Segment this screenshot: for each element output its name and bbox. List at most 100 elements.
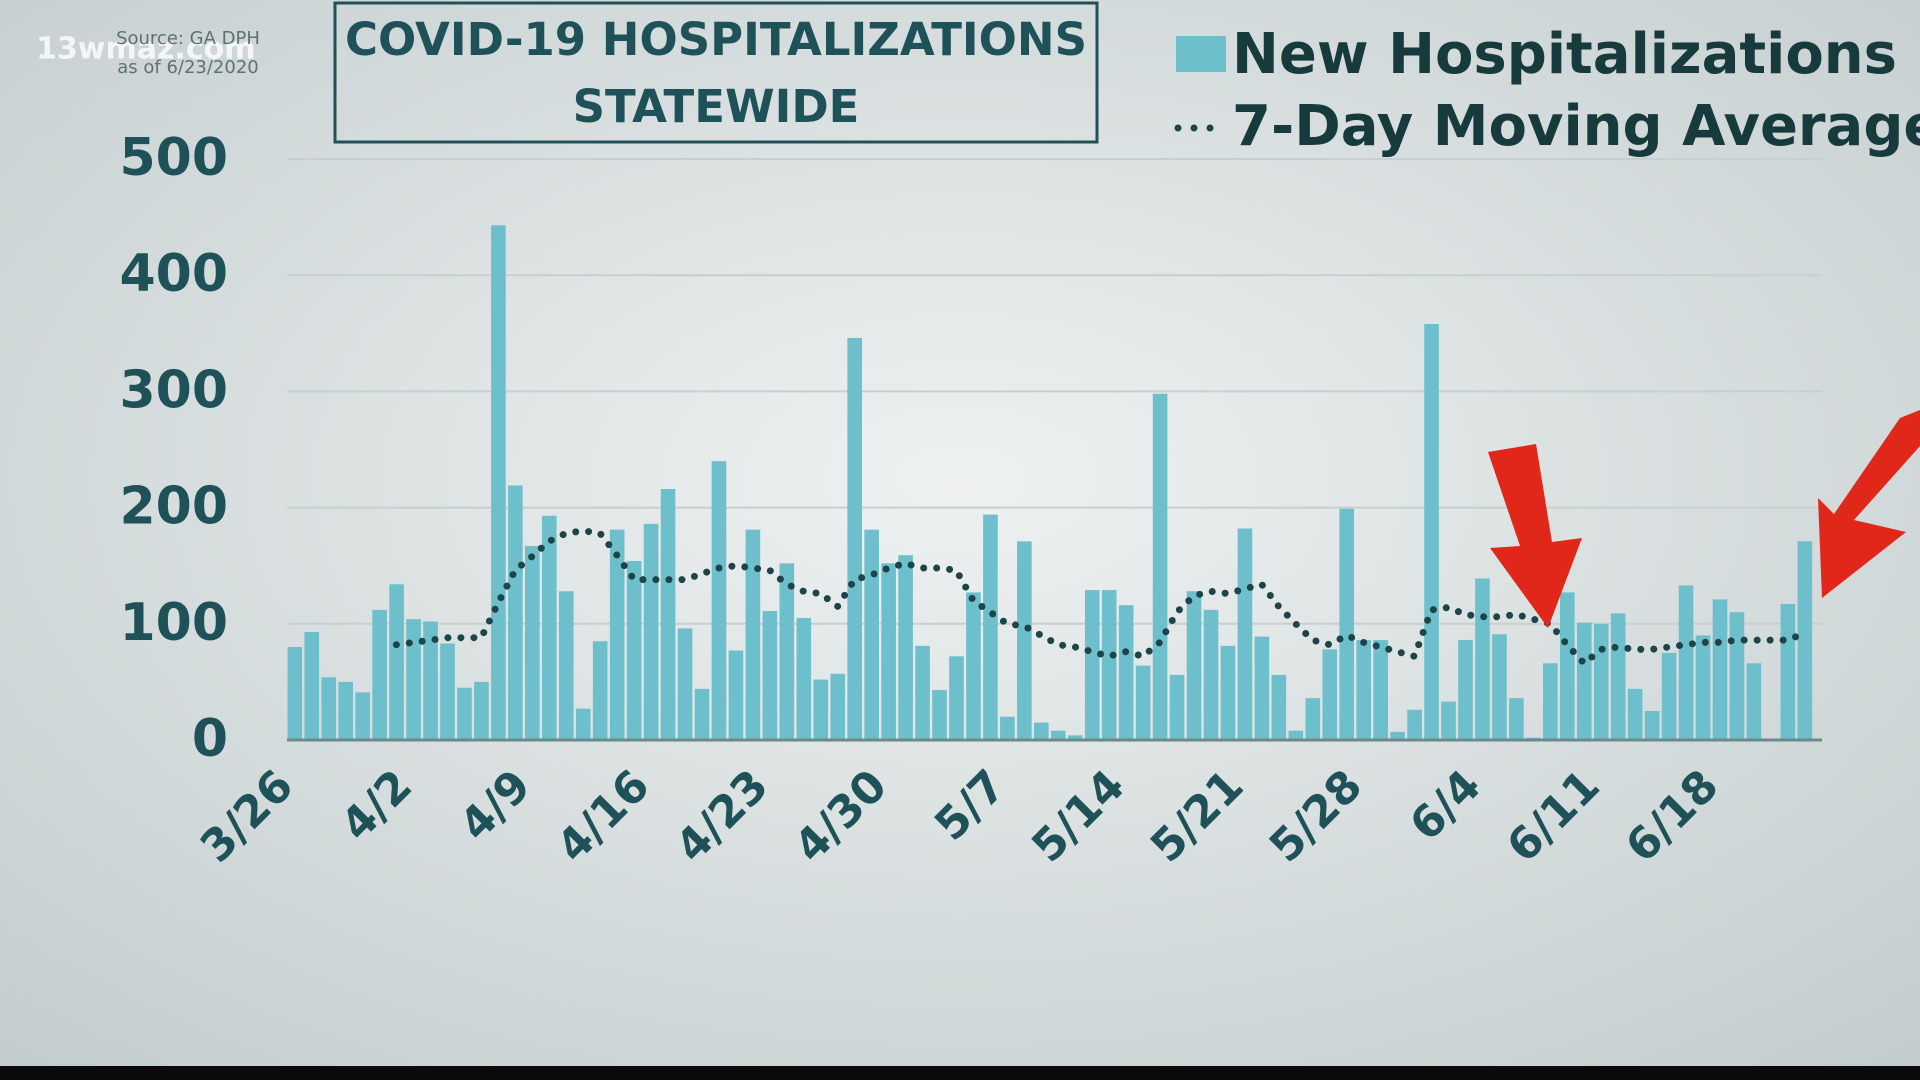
bar (677, 628, 693, 740)
bar (966, 592, 981, 740)
bar (508, 485, 523, 740)
bar (1356, 640, 1371, 740)
bar (1288, 730, 1304, 740)
y-tick-label: 0 (192, 709, 228, 769)
bar (643, 523, 659, 740)
bar (660, 489, 676, 740)
bar (745, 529, 761, 740)
bar (983, 514, 998, 740)
source: Source: GA DPH (116, 28, 260, 49)
bar (1017, 541, 1032, 740)
bar (1475, 578, 1490, 740)
bar (355, 692, 370, 740)
bar (1101, 590, 1117, 740)
bar (1576, 622, 1592, 740)
bar (1152, 393, 1168, 740)
bar (1441, 701, 1456, 740)
bar (1627, 688, 1643, 740)
bar (1135, 665, 1151, 740)
bar (1084, 590, 1100, 740)
bar (1051, 730, 1066, 740)
bar (1390, 731, 1405, 740)
bar (423, 621, 438, 740)
bar (1237, 528, 1253, 740)
bar (440, 643, 455, 740)
bar (728, 650, 744, 740)
source: as of 6/23/2020 (117, 57, 259, 78)
bar (1034, 722, 1049, 740)
bar (1695, 635, 1711, 740)
bottom-bar (0, 1066, 1920, 1080)
y-tick-label: 300 (119, 360, 228, 420)
bar (1492, 634, 1507, 740)
bar (304, 631, 320, 740)
bar (406, 619, 421, 740)
bar (1271, 674, 1287, 740)
arrow (1818, 410, 1920, 598)
bar (457, 687, 472, 740)
line (392, 527, 1809, 669)
bar (898, 555, 913, 740)
bar (1305, 698, 1321, 740)
bar (372, 609, 387, 740)
bar (1067, 735, 1083, 740)
bar (1593, 623, 1609, 740)
bar (1373, 640, 1388, 740)
bar (609, 529, 625, 740)
bar (1610, 613, 1626, 740)
bar (1661, 652, 1677, 740)
bar (847, 337, 862, 740)
bar (1424, 324, 1439, 740)
bar (881, 563, 896, 740)
y-tick-label: 200 (119, 477, 228, 537)
bar (1509, 698, 1524, 740)
bar (1644, 710, 1660, 740)
chart-title: STATEWIDE (573, 80, 860, 133)
bar (1000, 716, 1015, 740)
bar (1169, 674, 1185, 740)
bar (864, 529, 879, 740)
bar (321, 677, 337, 740)
bar (474, 681, 489, 740)
watermark: 13wmaz.com (36, 32, 255, 67)
bar (338, 681, 353, 740)
bar (932, 690, 947, 740)
legend-swatch (1176, 36, 1226, 72)
bar (711, 461, 727, 740)
bar (1186, 591, 1202, 740)
bar (389, 584, 404, 740)
bar (1712, 599, 1728, 740)
arrow (1488, 444, 1582, 628)
bar (1458, 640, 1473, 740)
bar (626, 561, 642, 740)
bar (592, 641, 608, 740)
legend-label: New Hospitalizations (1232, 22, 1897, 87)
bar (796, 617, 812, 740)
bar (813, 679, 829, 740)
bar (1543, 663, 1558, 740)
bar (1780, 604, 1796, 740)
bar (491, 225, 506, 740)
bar (1339, 508, 1355, 740)
bar (915, 645, 930, 740)
bar (287, 647, 303, 740)
y-tick-label: 100 (119, 593, 228, 653)
bar (1678, 585, 1694, 740)
bar (1254, 636, 1270, 740)
bar (1407, 709, 1422, 740)
bar (1797, 541, 1813, 740)
y-tick-label: 500 (119, 128, 228, 188)
bar (694, 688, 710, 740)
bar (1729, 612, 1745, 740)
bar (949, 656, 964, 740)
title-box (333, 1, 1099, 144)
y-tick-label: 400 (119, 244, 228, 304)
chart-title: COVID-19 HOSPITALIZATIONS (345, 13, 1087, 66)
bar (542, 515, 557, 740)
bar (1220, 645, 1236, 740)
legend-label: 7-Day Moving Average (1232, 94, 1920, 159)
bar (1560, 592, 1575, 740)
